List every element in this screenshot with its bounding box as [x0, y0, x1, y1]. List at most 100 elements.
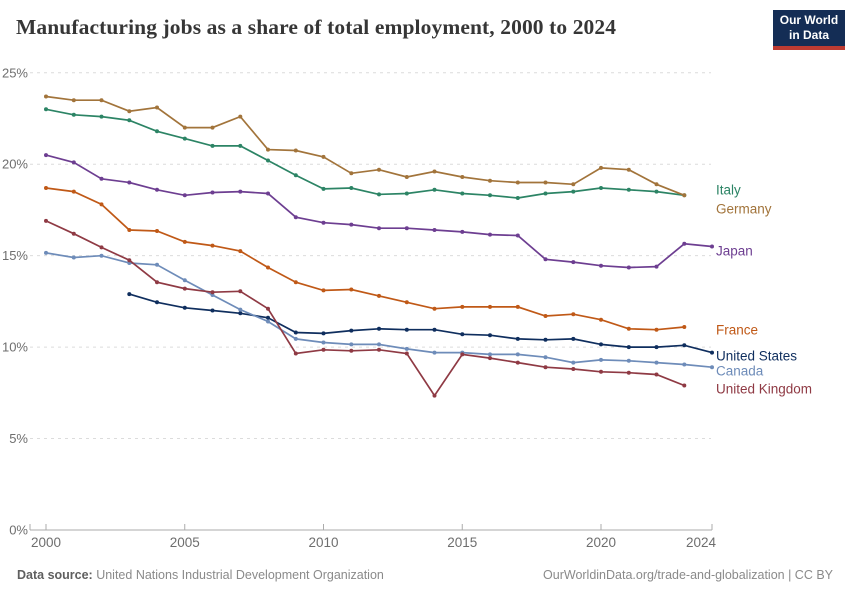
point-united-states-2011[interactable] — [349, 328, 354, 333]
legend-label-japan[interactable]: Japan — [716, 244, 753, 259]
point-france-2020[interactable] — [599, 317, 603, 322]
series-united-states[interactable]: United States — [127, 292, 797, 364]
point-japan-2020[interactable] — [599, 263, 603, 268]
point-united-states-2007[interactable] — [238, 311, 243, 316]
point-italy-2011[interactable] — [349, 186, 354, 190]
point-germany-2000[interactable] — [44, 94, 48, 99]
point-canada-2017[interactable] — [515, 352, 520, 357]
point-japan-2022[interactable] — [654, 264, 659, 269]
point-germany-2006[interactable] — [210, 125, 215, 130]
point-germany-2012[interactable] — [377, 167, 381, 172]
point-united-kingdom-2019[interactable] — [571, 367, 576, 371]
point-japan-2014[interactable] — [432, 228, 437, 232]
point-france-2013[interactable] — [404, 300, 409, 305]
point-united-states-2013[interactable] — [404, 327, 409, 332]
point-united-states-2010[interactable] — [321, 331, 326, 336]
point-france-2003[interactable] — [127, 228, 132, 232]
point-france-2008[interactable] — [266, 265, 270, 270]
point-united-states-2014[interactable] — [432, 327, 437, 332]
point-japan-2007[interactable] — [238, 189, 243, 194]
point-france-2016[interactable] — [488, 304, 492, 309]
point-united-kingdom-2014[interactable] — [432, 393, 437, 398]
point-united-kingdom-2023[interactable] — [682, 383, 687, 388]
point-canada-2022[interactable] — [654, 360, 659, 365]
point-japan-2008[interactable] — [266, 191, 270, 196]
point-germany-2020[interactable] — [599, 165, 603, 170]
point-italy-2018[interactable] — [543, 191, 548, 196]
point-italy-2006[interactable] — [210, 143, 215, 148]
point-united-states-2015[interactable] — [460, 332, 465, 337]
point-united-kingdom-2008[interactable] — [266, 306, 270, 311]
point-canada-2005[interactable] — [182, 278, 187, 283]
point-united-states-2020[interactable] — [599, 342, 603, 347]
point-united-states-2016[interactable] — [488, 333, 492, 338]
point-united-kingdom-2005[interactable] — [182, 286, 187, 291]
point-germany-2013[interactable] — [404, 175, 409, 179]
point-united-states-2023[interactable] — [682, 343, 687, 348]
point-italy-2010[interactable] — [321, 186, 326, 191]
point-united-kingdom-2004[interactable] — [155, 280, 159, 285]
point-united-kingdom-2013[interactable] — [404, 351, 409, 356]
point-canada-2012[interactable] — [377, 342, 381, 347]
series-italy[interactable]: Italy — [44, 107, 741, 200]
point-japan-2017[interactable] — [515, 233, 520, 238]
point-italy-2001[interactable] — [71, 112, 76, 117]
point-united-states-2024[interactable] — [710, 350, 714, 355]
point-united-kingdom-2018[interactable] — [543, 365, 548, 370]
point-france-2021[interactable] — [626, 326, 631, 331]
point-germany-2014[interactable] — [432, 169, 437, 174]
point-united-states-2004[interactable] — [155, 300, 159, 305]
point-united-kingdom-2003[interactable] — [127, 258, 132, 263]
point-france-2022[interactable] — [654, 327, 659, 332]
point-united-states-2021[interactable] — [626, 345, 631, 350]
point-japan-2011[interactable] — [349, 222, 354, 227]
point-france-2009[interactable] — [293, 280, 298, 285]
point-united-kingdom-2012[interactable] — [377, 347, 381, 352]
point-canada-2021[interactable] — [626, 358, 631, 363]
point-italy-2021[interactable] — [626, 187, 631, 192]
point-france-2017[interactable] — [515, 304, 520, 309]
point-canada-2001[interactable] — [71, 255, 76, 260]
point-germany-2001[interactable] — [71, 98, 76, 103]
series-japan[interactable]: Japan — [44, 153, 753, 270]
point-united-kingdom-2010[interactable] — [321, 347, 326, 352]
point-germany-2009[interactable] — [293, 148, 298, 153]
point-germany-2005[interactable] — [182, 125, 187, 130]
point-france-2018[interactable] — [543, 314, 548, 318]
point-italy-2000[interactable] — [44, 107, 48, 112]
series-france[interactable]: France — [44, 186, 758, 338]
point-japan-2009[interactable] — [293, 215, 298, 220]
point-italy-2004[interactable] — [155, 129, 159, 134]
point-japan-2012[interactable] — [377, 226, 381, 231]
point-canada-2011[interactable] — [349, 342, 354, 347]
legend-label-united-states[interactable]: United States — [716, 349, 797, 364]
point-france-2014[interactable] — [432, 306, 437, 311]
point-france-2007[interactable] — [238, 249, 243, 254]
point-italy-2002[interactable] — [99, 114, 104, 119]
point-canada-2020[interactable] — [599, 357, 603, 362]
point-italy-2015[interactable] — [460, 191, 465, 196]
point-germany-2008[interactable] — [266, 147, 270, 152]
point-germany-2010[interactable] — [321, 154, 326, 159]
point-germany-2022[interactable] — [654, 182, 659, 187]
point-canada-2010[interactable] — [321, 340, 326, 345]
point-united-states-2012[interactable] — [377, 326, 381, 331]
point-japan-2004[interactable] — [155, 187, 159, 192]
point-italy-2003[interactable] — [127, 118, 132, 123]
point-germany-2018[interactable] — [543, 180, 548, 185]
point-germany-2017[interactable] — [515, 180, 520, 185]
point-japan-2010[interactable] — [321, 220, 326, 225]
point-italy-2019[interactable] — [571, 189, 576, 194]
point-united-kingdom-2006[interactable] — [210, 290, 215, 295]
point-germany-2016[interactable] — [488, 178, 492, 183]
point-united-states-2018[interactable] — [543, 337, 548, 342]
point-france-2002[interactable] — [99, 202, 104, 207]
line-france[interactable] — [45, 187, 685, 331]
point-italy-2016[interactable] — [488, 193, 492, 198]
legend-label-germany[interactable]: Germany — [716, 202, 772, 217]
point-japan-2021[interactable] — [626, 265, 631, 270]
point-italy-2014[interactable] — [432, 187, 437, 192]
point-united-kingdom-2020[interactable] — [599, 369, 603, 374]
point-france-2015[interactable] — [460, 304, 465, 309]
point-united-kingdom-2016[interactable] — [488, 356, 492, 361]
